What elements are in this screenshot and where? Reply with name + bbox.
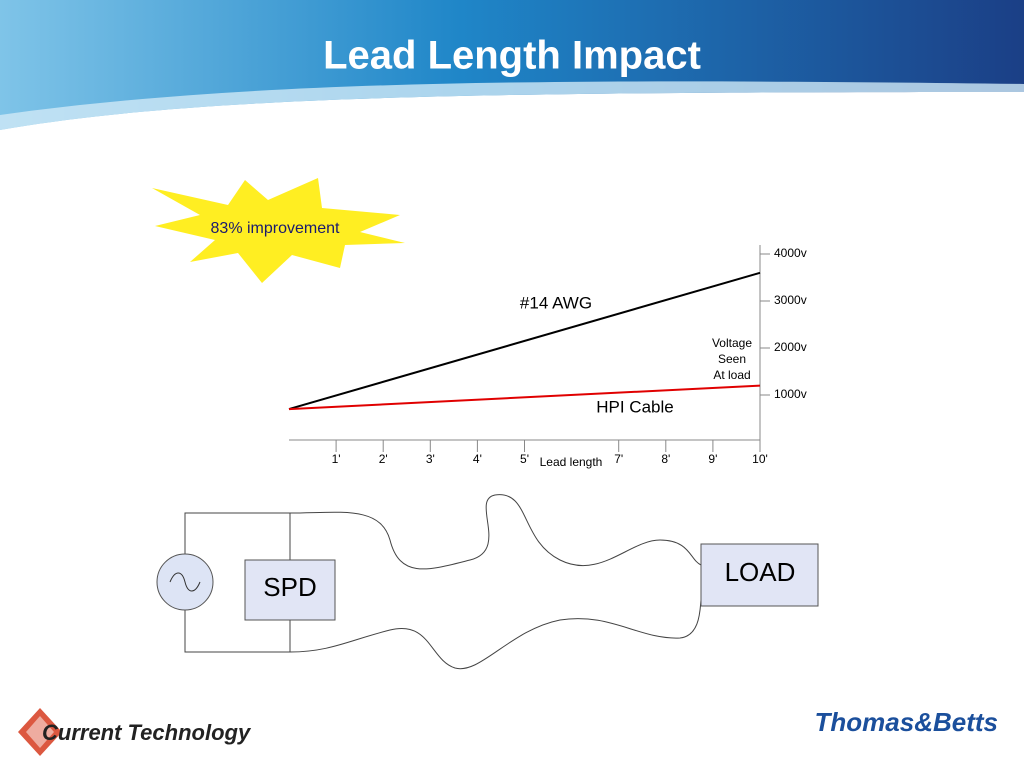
header-wave-light: [0, 81, 1024, 130]
series-line: [288, 271, 761, 411]
spd-label: SPD: [263, 572, 316, 602]
series-line: [288, 384, 761, 411]
starburst: [152, 178, 405, 283]
right-logo: Thomas&Betts: [815, 707, 998, 737]
load-label: LOAD: [725, 557, 796, 587]
x-tick-label: 8': [661, 452, 670, 466]
sine-symbol: [169, 572, 201, 592]
x-tick-label: 3': [426, 452, 435, 466]
y-tick-label: 3000v: [774, 293, 807, 307]
x-tick-label: 7': [614, 452, 623, 466]
left-logo: Current Technology: [42, 720, 252, 745]
y-tick-label: 2000v: [774, 340, 807, 354]
left-logo-mark: [18, 708, 62, 756]
slide-title: Lead Length Impact: [323, 34, 701, 78]
x-tick-label: 5': [520, 452, 529, 466]
y-tick-label: 4000v: [774, 246, 807, 260]
spd-box: [244, 559, 336, 621]
annotation: 83% improvement: [211, 220, 341, 237]
y-axis-label: Seen: [718, 352, 746, 366]
y-axis-label: Voltage: [712, 336, 752, 350]
load-box: [700, 543, 819, 607]
x-tick-label: 9': [708, 452, 717, 466]
x-tick-label: 1': [332, 452, 341, 466]
x-tick-label: 4': [473, 452, 482, 466]
x-axis-label: Lead length: [540, 455, 603, 469]
x-tick-label: 10': [752, 452, 768, 466]
y-axis-label: At load: [713, 368, 750, 382]
header-wave: [0, 92, 1024, 140]
chart: Lead length 1' 2' 3' 4' 5' 7' 8' 9' 10' 1000v 2000…: [288, 245, 807, 469]
series-label: #14 AWG: [520, 293, 592, 312]
circuit: [184, 494, 702, 670]
y-tick-label: 1000v: [774, 387, 807, 401]
series-label: HPI Cable: [596, 397, 673, 416]
x-tick-label: 2': [379, 452, 388, 466]
